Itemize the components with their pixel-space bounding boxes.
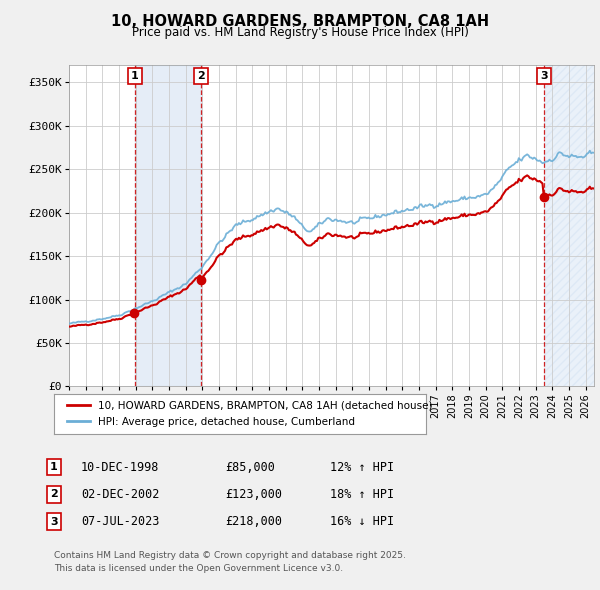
Bar bbox=[544, 65, 594, 386]
Text: 10-DEC-1998: 10-DEC-1998 bbox=[81, 461, 160, 474]
Bar bbox=[134, 65, 201, 386]
Text: Contains HM Land Registry data © Crown copyright and database right 2025.
This d: Contains HM Land Registry data © Crown c… bbox=[54, 550, 406, 573]
Text: 10, HOWARD GARDENS, BRAMPTON, CA8 1AH: 10, HOWARD GARDENS, BRAMPTON, CA8 1AH bbox=[111, 14, 489, 30]
Text: £85,000: £85,000 bbox=[225, 461, 275, 474]
Text: 2: 2 bbox=[197, 71, 205, 81]
Text: 12% ↑ HPI: 12% ↑ HPI bbox=[330, 461, 394, 474]
Text: £218,000: £218,000 bbox=[225, 515, 282, 528]
Text: 1: 1 bbox=[50, 463, 58, 472]
Text: 07-JUL-2023: 07-JUL-2023 bbox=[81, 515, 160, 528]
Text: 1: 1 bbox=[131, 71, 139, 81]
Text: 2: 2 bbox=[50, 490, 58, 499]
Text: 3: 3 bbox=[50, 517, 58, 526]
Text: 3: 3 bbox=[541, 71, 548, 81]
Text: Price paid vs. HM Land Registry's House Price Index (HPI): Price paid vs. HM Land Registry's House … bbox=[131, 26, 469, 39]
Text: 16% ↓ HPI: 16% ↓ HPI bbox=[330, 515, 394, 528]
Text: £123,000: £123,000 bbox=[225, 488, 282, 501]
Text: 02-DEC-2002: 02-DEC-2002 bbox=[81, 488, 160, 501]
Legend: 10, HOWARD GARDENS, BRAMPTON, CA8 1AH (detached house), HPI: Average price, deta: 10, HOWARD GARDENS, BRAMPTON, CA8 1AH (d… bbox=[63, 396, 437, 431]
Text: 18% ↑ HPI: 18% ↑ HPI bbox=[330, 488, 394, 501]
